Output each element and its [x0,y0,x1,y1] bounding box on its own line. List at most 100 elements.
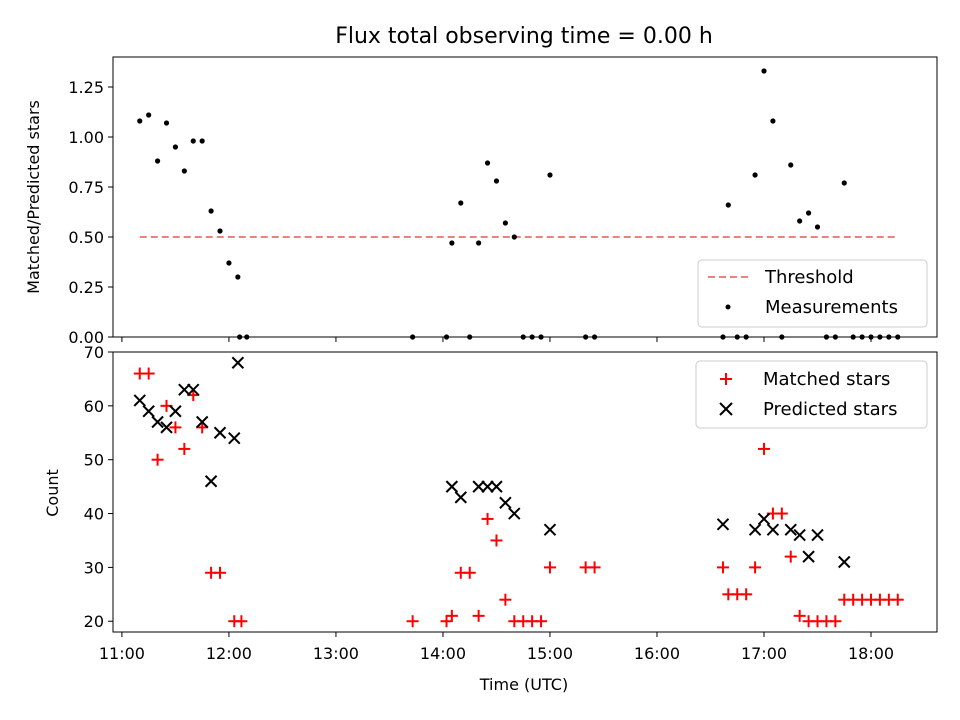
matched-star-point [499,593,512,606]
x-tick-label: 18:00 [848,644,894,663]
legend-measurements-label: Measurements [765,297,898,318]
top-panel: Flux total observing time = 0.00 h Match… [24,24,938,347]
matched-star-point [793,609,806,622]
predicted-star-point [133,394,146,407]
measurement-point [484,160,491,166]
bottom-panel: Count Time (UTC) 11:00 12:00 13:00 14:00 15:… [43,343,938,694]
matched-star-point [214,566,227,579]
predicted-star-point [508,507,521,520]
top-y-tick-label: 0.25 [68,278,104,297]
bottom-y-tick-label: 40 [84,505,104,524]
matched-star-point [749,561,762,574]
predicted-star-point [445,480,459,493]
predicted-star-point [160,421,173,434]
predicted-star-point [838,555,851,569]
predicted-star-point [213,426,227,439]
matched-star-point [169,421,182,434]
matched-star-point [757,442,770,455]
predicted-star-point [178,383,191,396]
top-legend: Threshold Measurements [697,259,928,328]
measurement-point [172,144,179,150]
top-y-tick-label: 0.75 [68,178,104,197]
bottom-y-axis-label: Count [43,469,62,517]
measurement-point [458,200,464,206]
measurement-point [137,118,143,124]
predicted-star-point [716,518,730,531]
predicted-star-point [195,415,209,429]
matched-star-point [775,507,788,520]
legend-matched-swatch [720,373,732,385]
matched-star-point [891,593,904,606]
bottom-legend-box [695,360,928,429]
predicted-star-point [169,405,182,418]
measurement-point [146,112,152,118]
predicted-star-point [490,480,503,493]
measurement-point [761,68,767,74]
bottom-tick-layer: 11:00 12:00 13:00 14:00 15:00 16:00 17:00 18:00… [84,343,894,663]
legend-measurements-swatch [725,304,731,310]
x-tick-label: 14:00 [420,644,466,663]
matched-star-point [463,566,476,579]
predicted-star-point [802,550,815,563]
predicted-star-point [454,491,467,504]
top-y-tick-label: 0.50 [68,228,104,247]
measurement-point [181,168,187,174]
x-tick-label: 15:00 [527,644,573,663]
matched-star-point [235,615,248,628]
measurement-point [770,118,776,124]
bottom-y-tick-label: 60 [84,397,104,416]
top-y-tick-label: 1.25 [68,78,104,97]
measurement-point [725,202,731,208]
x-tick-label: 16:00 [634,644,680,663]
matched-star-point [445,609,458,622]
top-y-axis-label: Matched/Predicted stars [24,100,43,294]
matched-star-point [588,561,601,574]
measurement-point [493,178,500,184]
top-y-tick-label: 1.00 [68,128,104,147]
measurement-point [235,274,241,280]
measurement-point [511,234,517,240]
matched-star-point [543,561,556,574]
predicted-star-point [204,475,218,488]
measurement-point [163,120,170,126]
top-tick-layer: 0.00 0.25 0.50 0.75 1.00 1.25 [68,78,872,347]
matched-star-point [481,512,494,525]
matched-star-point [829,615,842,628]
top-legend-box [697,259,928,328]
predicted-star-point [784,523,797,536]
matched-star-point [535,615,548,628]
measurement-point [476,240,482,246]
predicted-star-point [757,512,771,526]
measurement-point [547,172,553,178]
x-tick-label: 11:00 [99,644,145,663]
predicted-star-point [231,356,245,369]
predicted-star-point [142,405,155,418]
measurement-point [208,208,214,214]
x-axis-label: Time (UTC) [479,675,568,694]
predicted-star-point [187,383,200,396]
measurement-point [752,172,758,178]
measurement-point [190,138,196,144]
predicted-star-point [766,523,780,536]
bottom-y-tick-label: 30 [84,558,104,577]
predicted-star-point [811,528,824,542]
measurement-point [449,240,455,246]
bottom-y-tick-label: 70 [84,343,104,362]
legend-threshold-label: Threshold [764,267,854,288]
matched-star-point [740,588,753,601]
legend-predicted-swatch [719,402,733,416]
predicted-star-point [499,496,512,509]
predicted-star-point [543,523,557,536]
predicted-star-point [151,415,164,429]
measurement-point [805,210,812,216]
predicted-star-point [481,480,494,493]
predicted-star-point [472,480,485,493]
measurement-point [502,220,508,226]
bottom-marks-layer [133,356,904,628]
predicted-star-point [748,523,762,536]
top-marks-layer [137,68,901,340]
x-tick-label: 17:00 [741,644,787,663]
top-chart-title: Flux total observing time = 0.00 h [335,24,713,49]
legend-matched-label: Matched stars [763,369,890,390]
